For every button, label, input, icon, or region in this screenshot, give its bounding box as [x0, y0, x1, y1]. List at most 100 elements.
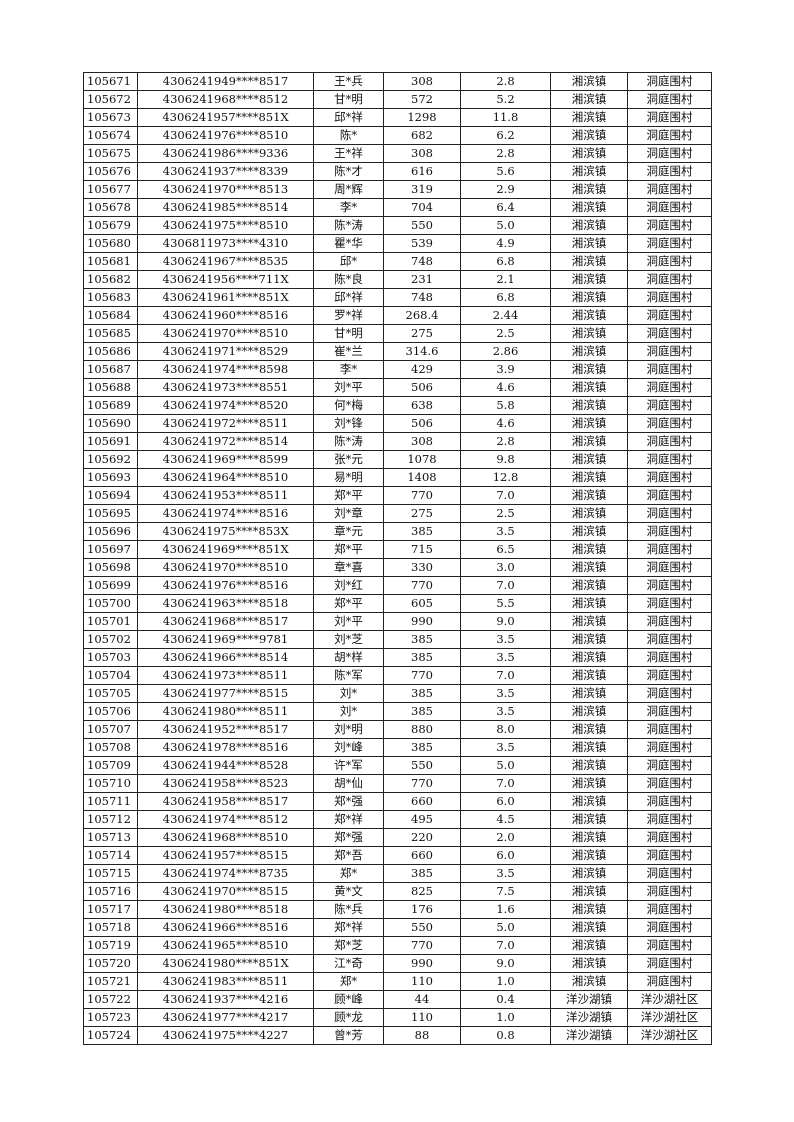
cell-village: 洞庭围村 [627, 864, 712, 883]
cell-area: 3.5 [460, 702, 551, 721]
cell-town: 湘滨镇 [550, 72, 628, 91]
cell-area: 2.9 [460, 180, 551, 199]
cell-area: 4.5 [460, 810, 551, 829]
cell-town: 湘滨镇 [550, 864, 628, 883]
cell-area: 11.8 [460, 108, 551, 127]
cell-amount: 682 [383, 126, 461, 145]
cell-name: 李* [313, 198, 384, 217]
cell-record-id: 105679 [83, 216, 138, 235]
cell-id-number: 4306241965****8510 [137, 936, 314, 955]
cell-record-id: 105675 [83, 144, 138, 163]
table-row: 105677 4306241970****8513 周*辉 319 2.9 湘滨镇 洞庭围村 [83, 180, 712, 199]
cell-id-number: 4306241957****8515 [137, 846, 314, 865]
cell-name: 郑*祥 [313, 810, 384, 829]
cell-record-id: 105680 [83, 234, 138, 253]
cell-village: 洞庭围村 [627, 522, 712, 541]
cell-town: 湘滨镇 [550, 144, 628, 163]
cell-name: 黄*文 [313, 882, 384, 901]
cell-name: 邱*祥 [313, 108, 384, 127]
cell-name: 刘*明 [313, 720, 384, 739]
cell-village: 洞庭围村 [627, 504, 712, 523]
cell-name: 陈*兵 [313, 900, 384, 919]
cell-name: 周*辉 [313, 180, 384, 199]
cell-record-id: 105693 [83, 468, 138, 487]
cell-amount: 1078 [383, 450, 461, 469]
cell-village: 洞庭围村 [627, 846, 712, 865]
cell-record-id: 105676 [83, 162, 138, 181]
cell-id-number: 4306241975****4227 [137, 1026, 314, 1045]
cell-amount: 770 [383, 936, 461, 955]
cell-amount: 748 [383, 288, 461, 307]
cell-amount: 770 [383, 486, 461, 505]
cell-amount: 88 [383, 1026, 461, 1045]
cell-town: 洋沙湖镇 [550, 1026, 628, 1045]
cell-amount: 385 [383, 684, 461, 703]
cell-name: 郑*强 [313, 828, 384, 847]
cell-record-id: 105695 [83, 504, 138, 523]
table-row: 105684 4306241960****8516 罗*祥 268.4 2.44 湘滨镇洞… [83, 306, 712, 325]
cell-village: 洞庭围村 [627, 450, 712, 469]
cell-town: 湘滨镇 [550, 252, 628, 271]
cell-amount: 429 [383, 360, 461, 379]
cell-town: 湘滨镇 [550, 648, 628, 667]
cell-amount: 748 [383, 252, 461, 271]
cell-town: 湘滨镇 [550, 666, 628, 685]
table-row: 105695 4306241974****8516 刘*章 275 2.5 湘滨镇 洞庭围村 [83, 504, 712, 523]
cell-area: 4.9 [460, 234, 551, 253]
cell-name: 陈*涛 [313, 432, 384, 451]
cell-name: 甘*明 [313, 90, 384, 109]
cell-town: 湘滨镇 [550, 846, 628, 865]
cell-name: 王*兵 [313, 72, 384, 91]
cell-record-id: 105702 [83, 630, 138, 649]
table-row: 105686 4306241971****8529 崔*兰 314.6 2.86 湘滨镇洞… [83, 342, 712, 361]
cell-record-id: 105719 [83, 936, 138, 955]
table-row: 105723 4306241977****4217 顾*龙 110 1.0 洋沙湖镇 洋沙湖… [83, 1008, 712, 1027]
cell-id-number: 4306241975****853X [137, 522, 314, 541]
cell-amount: 44 [383, 990, 461, 1009]
cell-town: 湘滨镇 [550, 126, 628, 145]
cell-id-number: 4306241973****8551 [137, 378, 314, 397]
table-row: 105693 4306241964****8510 易*明 1408 12.8 湘滨镇 洞庭… [83, 468, 712, 487]
cell-amount: 990 [383, 954, 461, 973]
cell-name: 章*喜 [313, 558, 384, 577]
cell-record-id: 105724 [83, 1026, 138, 1045]
table-row: 105676 4306241937****8339 陈*才 616 5.6 湘滨镇 洞庭围村 [83, 162, 712, 181]
cell-village: 洞庭围村 [627, 216, 712, 235]
cell-id-number: 4306241970****8510 [137, 558, 314, 577]
cell-amount: 506 [383, 378, 461, 397]
cell-town: 湘滨镇 [550, 738, 628, 757]
cell-record-id: 105714 [83, 846, 138, 865]
cell-amount: 330 [383, 558, 461, 577]
cell-name: 刘*芝 [313, 630, 384, 649]
cell-amount: 1408 [383, 468, 461, 487]
cell-village: 洞庭围村 [627, 900, 712, 919]
table-row: 105722 4306241937****4216 顾*峰 44 0.4 洋沙湖镇 洋沙湖社… [83, 990, 712, 1009]
table-row: 105689 4306241974****8520 何*梅 638 5.8 湘滨镇 洞庭围村 [83, 396, 712, 415]
cell-id-number: 4306241972****8511 [137, 414, 314, 433]
cell-name: 易*明 [313, 468, 384, 487]
cell-village: 洞庭围村 [627, 108, 712, 127]
cell-name: 刘*平 [313, 612, 384, 631]
cell-amount: 550 [383, 216, 461, 235]
cell-village: 洞庭围村 [627, 414, 712, 433]
cell-record-id: 105721 [83, 972, 138, 991]
cell-name: 罗*祥 [313, 306, 384, 325]
cell-village: 洞庭围村 [627, 738, 712, 757]
cell-town: 湘滨镇 [550, 612, 628, 631]
cell-town: 湘滨镇 [550, 882, 628, 901]
cell-area: 4.6 [460, 414, 551, 433]
cell-record-id: 105674 [83, 126, 138, 145]
cell-area: 6.8 [460, 252, 551, 271]
cell-village: 洞庭围村 [627, 126, 712, 145]
cell-id-number: 4306241975****8510 [137, 216, 314, 235]
cell-town: 湘滨镇 [550, 216, 628, 235]
cell-village: 洞庭围村 [627, 954, 712, 973]
table-row: 105673 4306241957****851X 邱*祥 1298 11.8 湘滨镇 洞庭… [83, 108, 712, 127]
table-row: 105683 4306241961****851X 邱*祥 748 6.8 湘滨镇 洞庭围村 [83, 288, 712, 307]
cell-village: 洞庭围村 [627, 162, 712, 181]
cell-town: 湘滨镇 [550, 90, 628, 109]
cell-area: 8.0 [460, 720, 551, 739]
cell-name: 刘*红 [313, 576, 384, 595]
cell-name: 陈* [313, 126, 384, 145]
cell-name: 顾*峰 [313, 990, 384, 1009]
